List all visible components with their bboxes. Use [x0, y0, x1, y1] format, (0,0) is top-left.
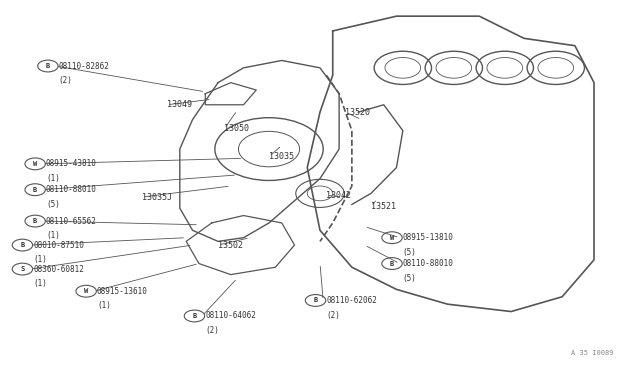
Text: S: S [20, 266, 24, 272]
Text: 08110-82862: 08110-82862 [59, 61, 109, 71]
Text: (1): (1) [33, 255, 47, 264]
Text: (2): (2) [205, 326, 219, 335]
Text: (1): (1) [97, 301, 111, 311]
Text: (2): (2) [326, 311, 340, 320]
Text: 13035J: 13035J [141, 193, 172, 202]
Text: (1): (1) [46, 231, 60, 240]
Text: 13042: 13042 [326, 191, 351, 200]
Text: 13502: 13502 [218, 241, 243, 250]
Text: W: W [33, 161, 37, 167]
Text: (2): (2) [59, 76, 72, 85]
Text: A 35 I0089: A 35 I0089 [571, 350, 613, 356]
Text: 13520: 13520 [346, 108, 371, 117]
Text: (1): (1) [33, 279, 47, 288]
Text: 13049: 13049 [167, 100, 192, 109]
Text: 08110-64062: 08110-64062 [205, 311, 256, 320]
Text: (5): (5) [46, 200, 60, 209]
Text: 13035: 13035 [269, 152, 294, 161]
Text: 13521: 13521 [371, 202, 396, 211]
Text: 08360-60812: 08360-60812 [33, 264, 84, 273]
Text: B: B [390, 260, 394, 266]
Text: 08110-88010: 08110-88010 [46, 185, 97, 194]
Text: W: W [390, 235, 394, 241]
Text: B: B [314, 298, 317, 304]
Text: 08915-43810: 08915-43810 [46, 159, 97, 169]
Text: 08110-62062: 08110-62062 [326, 296, 377, 305]
Text: B: B [20, 242, 24, 248]
Text: 08110-88010: 08110-88010 [403, 259, 454, 268]
Text: (5): (5) [403, 248, 417, 257]
Text: (5): (5) [403, 274, 417, 283]
Text: 08010-87510: 08010-87510 [33, 241, 84, 250]
Text: B: B [193, 313, 196, 319]
Text: (1): (1) [46, 174, 60, 183]
Text: B: B [33, 218, 37, 224]
Text: 08110-65562: 08110-65562 [46, 217, 97, 225]
Text: B: B [33, 187, 37, 193]
Text: 13050: 13050 [225, 124, 250, 133]
Text: W: W [84, 288, 88, 294]
Text: B: B [46, 63, 50, 69]
Text: 08915-13610: 08915-13610 [97, 287, 148, 296]
Text: 08915-13810: 08915-13810 [403, 233, 454, 242]
